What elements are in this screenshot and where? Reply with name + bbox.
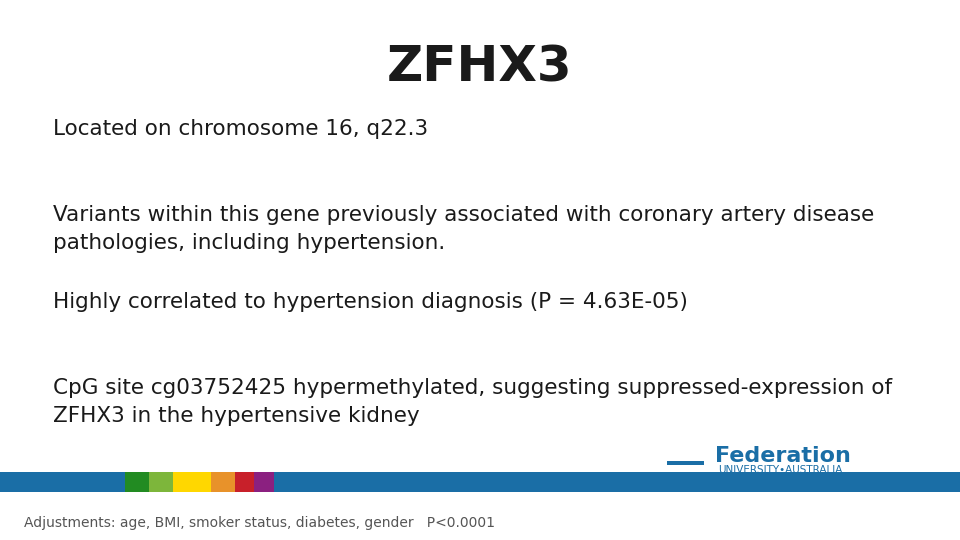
Text: Highly correlated to hypertension diagnosis (P = 4.63E-05): Highly correlated to hypertension diagno… (53, 292, 687, 312)
Text: Adjustments: age, BMI, smoker status, diabetes, gender   P<0.0001: Adjustments: age, BMI, smoker status, di… (24, 516, 495, 530)
Text: Federation: Federation (715, 446, 852, 465)
Bar (173, 472, 211, 492)
Text: CpG site cg03752425 hypermethylated, suggesting suppressed-expression of
ZFHX3 i: CpG site cg03752425 hypermethylated, sug… (53, 378, 892, 426)
Text: Located on chromosome 16, q22.3: Located on chromosome 16, q22.3 (53, 119, 428, 139)
Text: ZFHX3: ZFHX3 (387, 43, 573, 91)
Bar (211, 472, 235, 492)
Bar (667, 461, 704, 465)
Bar (235, 472, 254, 492)
Text: UNIVERSITY•AUSTRALIA: UNIVERSITY•AUSTRALIA (718, 465, 843, 476)
Bar (0, 472, 960, 492)
Text: Variants within this gene previously associated with coronary artery disease
pat: Variants within this gene previously ass… (53, 205, 874, 253)
Bar (254, 472, 274, 492)
Bar (149, 472, 173, 492)
Bar (125, 472, 149, 492)
